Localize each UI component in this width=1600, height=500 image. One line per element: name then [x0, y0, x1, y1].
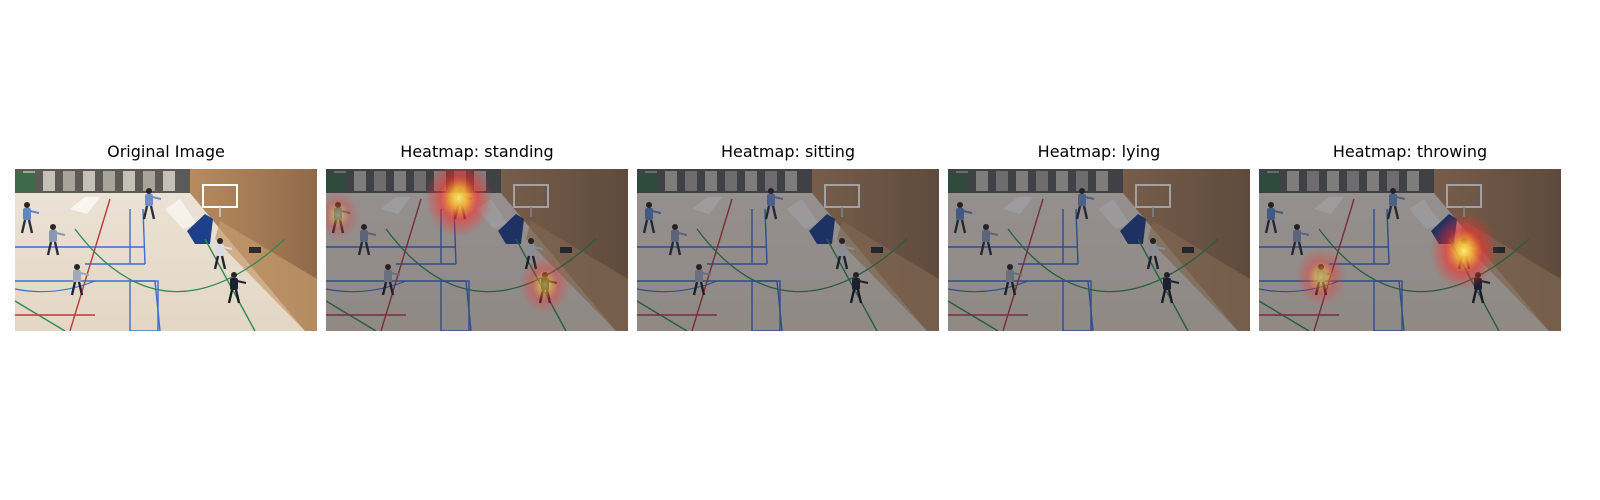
panel-title: Heatmap: standing — [400, 142, 554, 161]
figure-panel: Heatmap: throwing — [1259, 0, 1561, 500]
blue-mat — [498, 214, 524, 244]
player-right-dark — [1160, 272, 1180, 304]
player-far-back — [1075, 188, 1095, 220]
speaker — [1182, 247, 1194, 253]
heatmap-dim-layer — [948, 169, 1250, 331]
gym-scene — [1259, 169, 1561, 331]
player-far-left — [1264, 202, 1284, 234]
player-far-left — [20, 202, 40, 234]
heat-hotspot-player-near-basket — [425, 169, 493, 238]
heat-hotspot-player-far-left — [326, 189, 360, 241]
panel-title: Original Image — [107, 142, 225, 161]
blue-mat — [1120, 214, 1146, 244]
player-mid-left — [668, 224, 688, 256]
figure-panel: Original Image — [15, 0, 317, 500]
heatmap-image — [948, 169, 1250, 331]
player-far-left — [953, 202, 973, 234]
figure-panel: Heatmap: sitting — [637, 0, 939, 500]
player-by-blue-mat — [213, 238, 233, 270]
heat-hotspot-player-right-dark — [519, 256, 571, 314]
heatmap-image — [637, 169, 939, 331]
player-center-left — [70, 264, 90, 296]
speaker — [249, 247, 261, 253]
heatmap-dim-layer — [637, 169, 939, 331]
player-mid-left — [979, 224, 999, 256]
player-far-left — [642, 202, 662, 234]
gym-scene — [637, 169, 939, 331]
panel-title: Heatmap: sitting — [720, 142, 856, 161]
speaker — [560, 247, 572, 253]
heat-hotspot-player-by-blue-mat — [1430, 211, 1498, 291]
player-right-dark — [849, 272, 869, 304]
player-center-left — [1003, 264, 1023, 296]
gym-scene — [948, 169, 1250, 331]
player-center-left — [692, 264, 712, 296]
player-far-back — [764, 188, 784, 220]
panel-title: Heatmap: throwing — [1332, 142, 1488, 161]
player-center-left — [381, 264, 401, 296]
player-mid-left — [1290, 224, 1310, 256]
player-far-back — [1386, 188, 1406, 220]
speaker — [871, 247, 883, 253]
figure-panel: Heatmap: standing — [326, 0, 628, 500]
player-far-back — [142, 188, 162, 220]
player-by-blue-mat — [524, 238, 544, 270]
gym-scene — [326, 169, 628, 331]
heatmap-image — [1259, 169, 1561, 331]
blue-mat — [809, 214, 835, 244]
blue-mat — [187, 214, 213, 244]
heatmap-dim-layer — [1259, 169, 1561, 331]
player-mid-left — [357, 224, 377, 256]
heat-hotspot-player-center-left — [1295, 248, 1347, 306]
player-by-blue-mat — [835, 238, 855, 270]
heatmap-image — [326, 169, 628, 331]
player-by-blue-mat — [1146, 238, 1166, 270]
gym-scene — [15, 169, 317, 331]
player-mid-left — [46, 224, 66, 256]
speaker — [1493, 247, 1505, 253]
player-right-dark — [227, 272, 247, 304]
original-image — [15, 169, 317, 331]
panel-title: Heatmap: lying — [1037, 142, 1161, 161]
figure-panel: Heatmap: lying — [948, 0, 1250, 500]
